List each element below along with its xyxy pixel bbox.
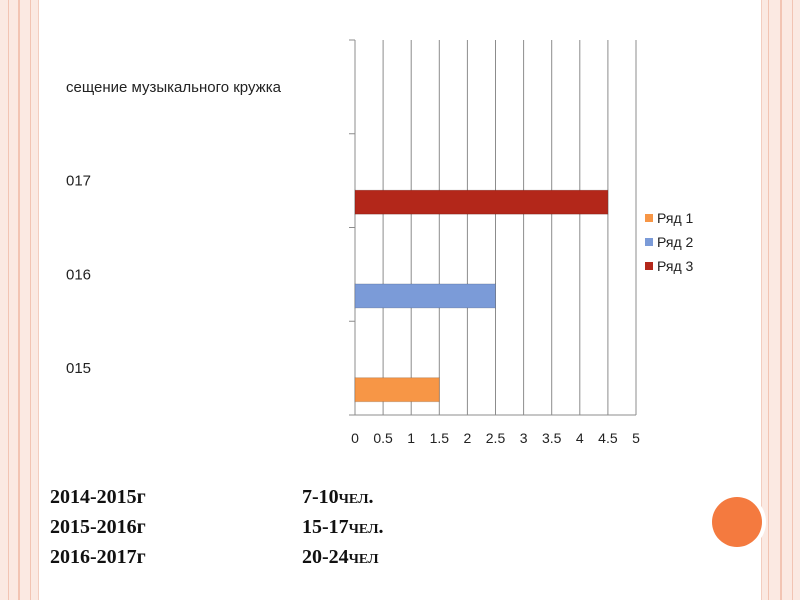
slide-frame-right xyxy=(761,0,800,600)
bar-1 xyxy=(354,377,440,403)
stat-count: 15-17чел. xyxy=(302,516,384,538)
stat-row: 2014-2015г 7-10чел. xyxy=(50,482,470,512)
stat-row: 2015-2016г 15-17чел. xyxy=(50,512,470,542)
legend-label: Ряд 1 xyxy=(657,210,694,226)
chart-grid xyxy=(349,39,637,416)
bar-3 xyxy=(354,189,609,215)
chart-legend: Ряд 1 Ряд 2 Ряд 3 xyxy=(645,210,694,274)
stats-block: 2014-2015г 7-10чел. 2015-2016г 15-17чел.… xyxy=(50,482,470,572)
decorative-circle xyxy=(712,497,762,547)
legend-swatch xyxy=(645,238,653,246)
chart-labels: 0 0.5 1 1.5 2 2.5 3 3.5 4 4.5 5 015 016 017 сещение му… xyxy=(66,79,640,446)
x-tick-label: 4 xyxy=(576,430,584,446)
bar-2 xyxy=(354,283,496,309)
stat-row: 2016-2017г 20-24чел xyxy=(50,542,470,572)
legend-swatch xyxy=(645,214,653,222)
x-tick-label: 2 xyxy=(464,430,472,446)
category-label: 015 xyxy=(66,360,91,377)
stat-count: 7-10чел. xyxy=(302,486,374,508)
category-label: 017 xyxy=(66,173,91,190)
category-label: 016 xyxy=(66,266,91,283)
stat-period: 2014-2015г xyxy=(50,486,146,508)
x-tick-label: 4.5 xyxy=(598,430,618,446)
x-tick-label: 0 xyxy=(351,430,359,446)
stat-period: 2016-2017г xyxy=(50,546,146,568)
stat-count: 20-24чел xyxy=(302,546,379,568)
stat-period: 2015-2016г xyxy=(50,516,146,538)
x-tick-label: 3 xyxy=(520,430,528,446)
x-tick-label: 1 xyxy=(407,430,415,446)
slide-frame-left xyxy=(0,0,39,600)
legend-label: Ряд 3 xyxy=(657,258,694,274)
category-label: сещение музыкального кружка xyxy=(66,79,282,96)
x-tick-label: 0.5 xyxy=(373,430,393,446)
x-tick-label: 1.5 xyxy=(430,430,450,446)
legend-swatch xyxy=(645,262,653,270)
chart-bars xyxy=(354,189,609,403)
legend-label: Ряд 2 xyxy=(657,234,694,250)
x-tick-label: 3.5 xyxy=(542,430,562,446)
x-tick-label: 2.5 xyxy=(486,430,506,446)
x-tick-label: 5 xyxy=(632,430,640,446)
